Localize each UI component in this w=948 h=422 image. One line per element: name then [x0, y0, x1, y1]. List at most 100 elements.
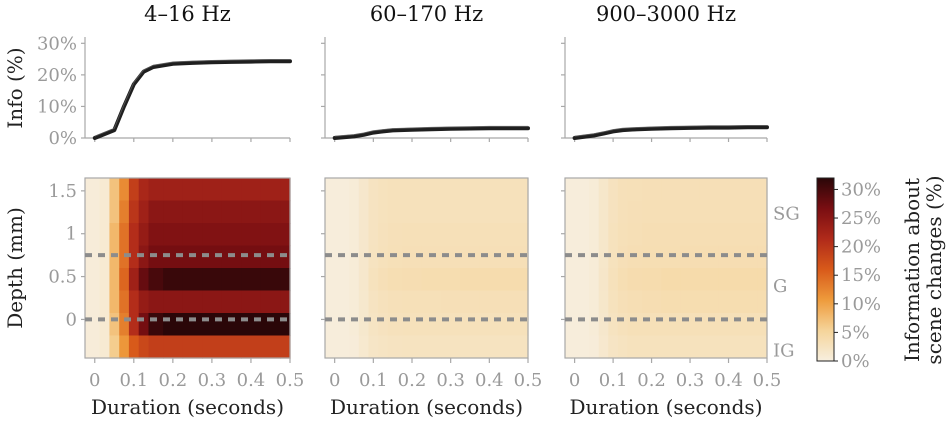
- colorbar: 0% 5% 10% 15% 20% 25% 30% Information aboutscen…: [816, 175, 946, 372]
- heatmap-cell: [608, 178, 619, 202]
- heatmap-cell: [608, 313, 619, 337]
- heatmap-cell: [260, 268, 281, 292]
- heatmap-cell: [280, 178, 291, 202]
- heatmap-cell: [99, 223, 110, 247]
- heatmap-cell: [499, 313, 519, 337]
- line-panel: [561, 37, 769, 142]
- heatmap-cell: [699, 268, 720, 292]
- colorbar-label-line1: Information about: [900, 178, 924, 362]
- heatmap-panel: 0 0.1 0.2 0.3 0.4 0.5 Duration (seconds): [321, 177, 542, 419]
- heatmap-cell: [680, 335, 701, 359]
- x-tick-label: 0.4: [714, 370, 743, 391]
- heatmap-cell: [441, 200, 461, 224]
- heatmap-cell: [589, 223, 600, 247]
- heatmap-cell: [642, 268, 662, 292]
- heatmap-cell: [565, 200, 580, 224]
- heatmap-cell: [718, 313, 739, 337]
- heatmap-cell: [378, 200, 389, 224]
- heatmap-cell: [163, 268, 184, 292]
- heatmap-cell: [565, 245, 580, 269]
- heatmap-cell: [565, 223, 580, 247]
- heatmap-cell: [368, 200, 379, 224]
- heatmap-cell: [627, 268, 643, 292]
- heatmap-cell: [402, 178, 423, 202]
- heatmap-cell: [757, 268, 768, 292]
- heatmap-cell: [85, 313, 101, 337]
- heatmap-cell: [598, 245, 609, 269]
- heatmap-cell: [358, 200, 370, 224]
- heatmap-cell: [627, 335, 643, 359]
- heatmap-cell: [565, 290, 580, 314]
- heatmap-cell: [260, 290, 281, 314]
- x-tick-label: 0.3: [676, 370, 705, 391]
- heatmap-cell: [260, 178, 281, 202]
- heatmap-cell: [598, 268, 609, 292]
- heatmap-cell: [85, 245, 101, 269]
- heatmap-cell: [163, 313, 184, 337]
- panel-titles: 4–16 Hz 60–170 Hz 900–3000 Hz: [144, 2, 736, 26]
- heatmap-cell: [325, 223, 341, 247]
- heatmap-cell: [85, 335, 101, 359]
- heatmap-cell: [642, 245, 662, 269]
- line-panel: 0% 10% 20% 30%: [37, 33, 292, 149]
- heatmap-cell: [642, 313, 662, 337]
- heatmap-cell: [661, 200, 681, 224]
- heatmap-cell: [202, 290, 223, 314]
- heatmap-cell: [221, 335, 242, 359]
- heatmap-cell: [182, 335, 203, 359]
- heatmap-cell: [441, 268, 461, 292]
- panel-title: 60–170 Hz: [370, 2, 483, 26]
- heatmap-cell: [349, 200, 360, 224]
- heatmap-cell: [260, 223, 281, 247]
- heatmap-cell: [163, 290, 184, 314]
- heatmap-cell: [680, 313, 701, 337]
- heatmap-cell: [349, 290, 360, 314]
- line-panel: [321, 37, 530, 142]
- x-axis-label: Duration (seconds): [91, 395, 284, 419]
- heatmap-cell: [85, 178, 101, 202]
- heatmap-cell: [627, 200, 643, 224]
- heatmap-cell: [579, 290, 590, 314]
- heatmap-cell: [421, 313, 442, 337]
- heatmap-cell: [378, 223, 389, 247]
- heatmap-cell: [699, 290, 720, 314]
- series-line: [572, 125, 769, 140]
- heatmap-cell: [148, 223, 164, 247]
- heatmap-cell: [661, 335, 681, 359]
- heatmap-cell: [358, 245, 370, 269]
- heatmap-cell: [661, 268, 681, 292]
- heatmap-cell: [479, 268, 500, 292]
- heatmap-cell: [339, 178, 350, 202]
- heatmap-cell: [642, 200, 662, 224]
- heatmap-cell: [608, 245, 619, 269]
- heatmap-cell: [589, 313, 600, 337]
- heatmap-cell: [718, 335, 739, 359]
- x-tick-label: 0: [569, 370, 580, 391]
- heatmap-cell: [99, 290, 110, 314]
- heatmap-cell: [109, 223, 120, 247]
- heatmap-cell: [128, 245, 140, 269]
- heatmap-cell: [109, 290, 120, 314]
- heatmap-cell: [119, 268, 130, 292]
- layer-label: G: [773, 276, 787, 297]
- heatmap-cell: [680, 223, 701, 247]
- heatmap-cell: [589, 268, 600, 292]
- heatmap-cell: [182, 223, 203, 247]
- x-axis-label: Duration (seconds): [569, 395, 762, 419]
- heatmap-cell: [368, 290, 379, 314]
- heatmap-cell: [402, 245, 423, 269]
- y-tick-label: 0%: [48, 128, 77, 149]
- heatmap-cell: [479, 335, 500, 359]
- heatmap-cell: [358, 178, 370, 202]
- heatmap-cell: [99, 178, 110, 202]
- heatmap-cell: [241, 290, 262, 314]
- x-tick-label: 0: [89, 370, 100, 391]
- heatmap-cell: [280, 200, 291, 224]
- heatmap-frame: [84, 177, 291, 359]
- heatmap-cell: [182, 313, 203, 337]
- heatmap-cell: [518, 313, 529, 337]
- heatmap-cell: [499, 178, 519, 202]
- heatmap-cell: [518, 290, 529, 314]
- heatmap-cell: [518, 223, 529, 247]
- y-tick-label: 30%: [37, 33, 77, 54]
